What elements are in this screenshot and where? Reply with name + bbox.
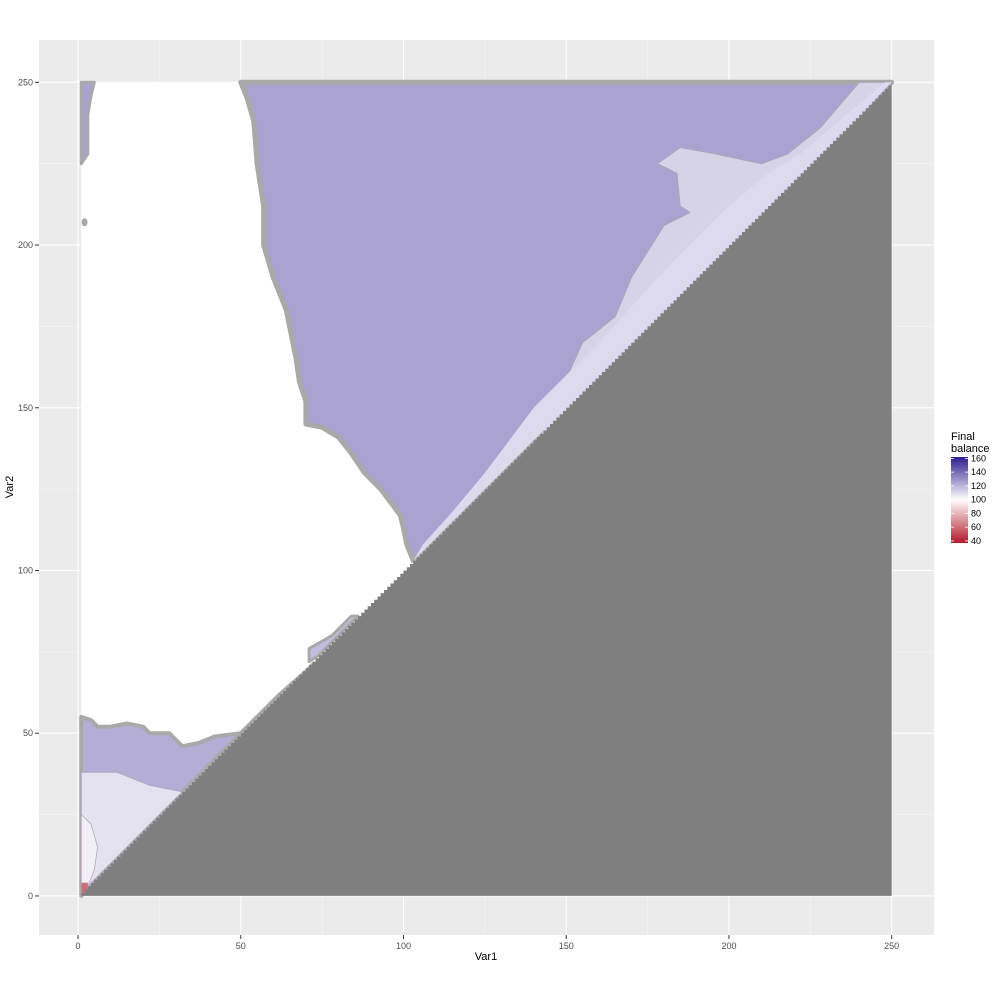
x-tick-label-5: 250: [884, 941, 899, 951]
legend-colorbar: [951, 457, 968, 543]
region-small-blob: [81, 218, 88, 227]
axes: 0 50 100 150 200 250 0 50 100 150 200 250: [18, 77, 899, 951]
y-tick-label-0: 0: [28, 891, 33, 901]
legend-break-label-3: 100: [971, 495, 986, 505]
region-left-edge-strip: [79, 80, 96, 166]
legend-break-label-5: 60: [971, 522, 981, 532]
y-tick-label-5: 250: [18, 77, 33, 87]
y-tick-label-1: 50: [23, 728, 33, 738]
legend-break-label-2: 120: [971, 481, 986, 491]
x-tick-label-0: 0: [76, 941, 81, 951]
legend-break-label-6: 40: [971, 536, 981, 546]
heatmap-data: [79, 79, 895, 898]
y-tick-label-4: 200: [18, 240, 33, 250]
x-axis-title: Var1: [475, 951, 497, 963]
region-diag-light-strip: [413, 82, 892, 561]
legend-break-label-1: 140: [971, 467, 986, 477]
x-tick-label-1: 50: [236, 941, 246, 951]
legend-title-line-1: Final: [951, 431, 975, 443]
legend-title-line-2: balance: [951, 443, 990, 455]
legend-break-label-0: 160: [971, 453, 986, 463]
x-tick-label-2: 100: [396, 941, 411, 951]
y-axis-title: Var2: [4, 476, 16, 498]
y-tick-label-3: 150: [18, 403, 33, 413]
region-mid-diag-fragment: [307, 614, 360, 664]
region-na-triangle: [81, 82, 892, 896]
y-tick-label-2: 100: [18, 565, 33, 575]
x-tick-label-4: 200: [721, 941, 736, 951]
x-tick-label-3: 150: [559, 941, 574, 951]
legend-break-label-4: 80: [971, 508, 981, 518]
